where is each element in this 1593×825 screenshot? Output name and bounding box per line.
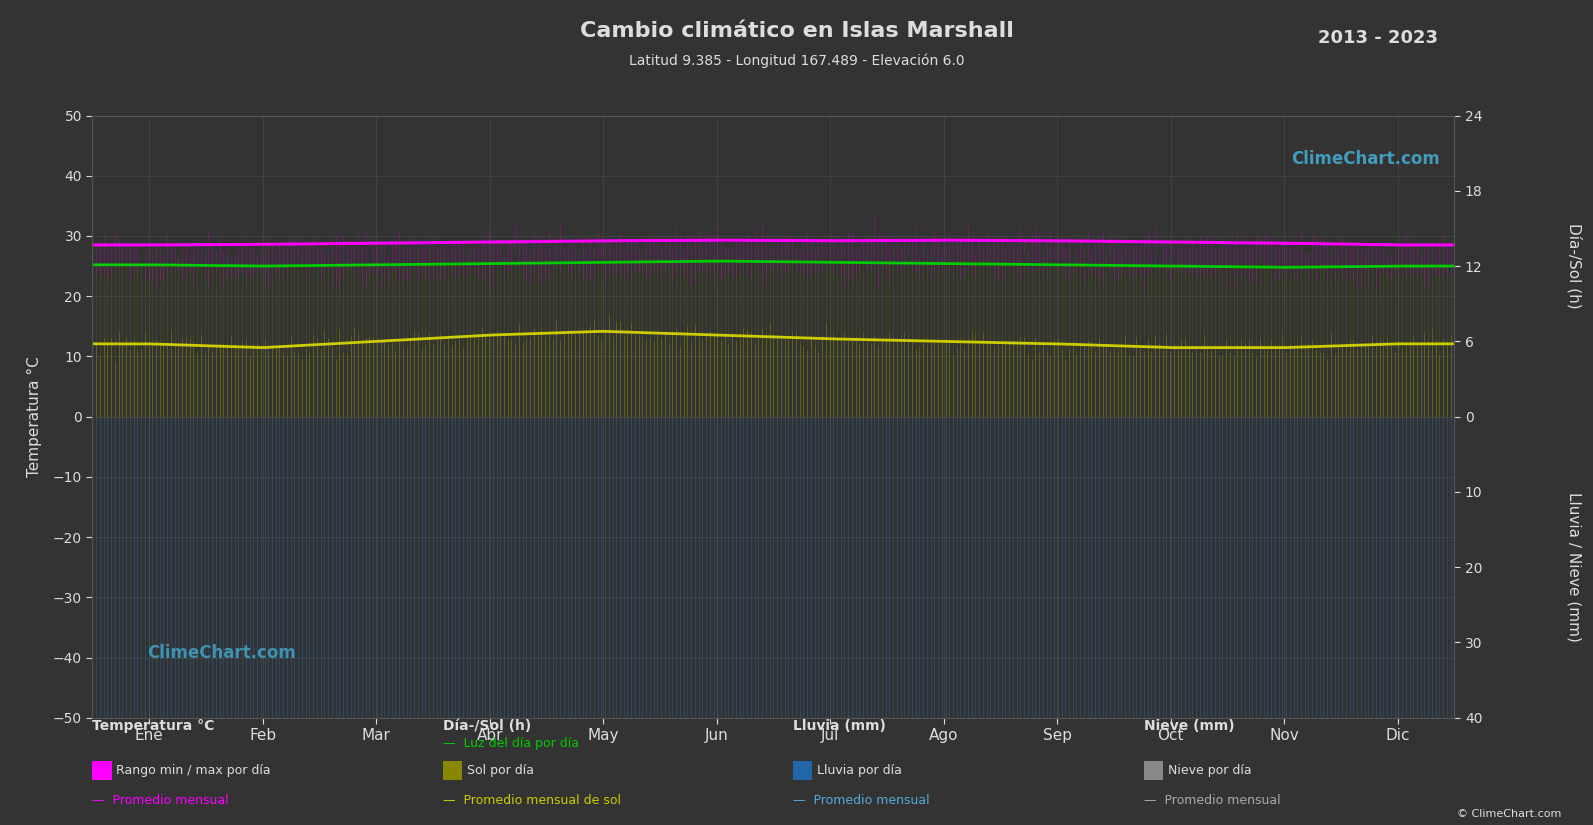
Text: Lluvia (mm): Lluvia (mm)	[793, 719, 886, 733]
Y-axis label: Temperatura °C: Temperatura °C	[27, 356, 41, 477]
Text: Rango min / max por día: Rango min / max por día	[116, 764, 271, 777]
Text: —  Luz del día por día: — Luz del día por día	[443, 737, 578, 750]
Text: Nieve (mm): Nieve (mm)	[1144, 719, 1235, 733]
Text: ClimeChart.com: ClimeChart.com	[147, 644, 296, 662]
Text: Día-/Sol (h): Día-/Sol (h)	[1566, 224, 1582, 309]
Text: —  Promedio mensual de sol: — Promedio mensual de sol	[443, 794, 621, 808]
Text: —  Promedio mensual: — Promedio mensual	[92, 794, 229, 808]
Text: Sol por día: Sol por día	[467, 764, 534, 777]
Text: —  Promedio mensual: — Promedio mensual	[1144, 794, 1281, 808]
Text: Cambio climático en Islas Marshall: Cambio climático en Islas Marshall	[580, 21, 1013, 40]
Text: Latitud 9.385 - Longitud 167.489 - Elevación 6.0: Latitud 9.385 - Longitud 167.489 - Eleva…	[629, 54, 964, 68]
Text: Día-/Sol (h): Día-/Sol (h)	[443, 719, 530, 733]
Text: 2013 - 2023: 2013 - 2023	[1319, 29, 1438, 47]
Text: Lluvia / Nieve (mm): Lluvia / Nieve (mm)	[1566, 493, 1582, 642]
Text: Nieve por día: Nieve por día	[1168, 764, 1251, 777]
Text: © ClimeChart.com: © ClimeChart.com	[1456, 808, 1561, 818]
Text: ClimeChart.com: ClimeChart.com	[1290, 149, 1440, 167]
Text: —  Promedio mensual: — Promedio mensual	[793, 794, 930, 808]
Text: Temperatura °C: Temperatura °C	[92, 719, 215, 733]
Text: Lluvia por día: Lluvia por día	[817, 764, 902, 777]
